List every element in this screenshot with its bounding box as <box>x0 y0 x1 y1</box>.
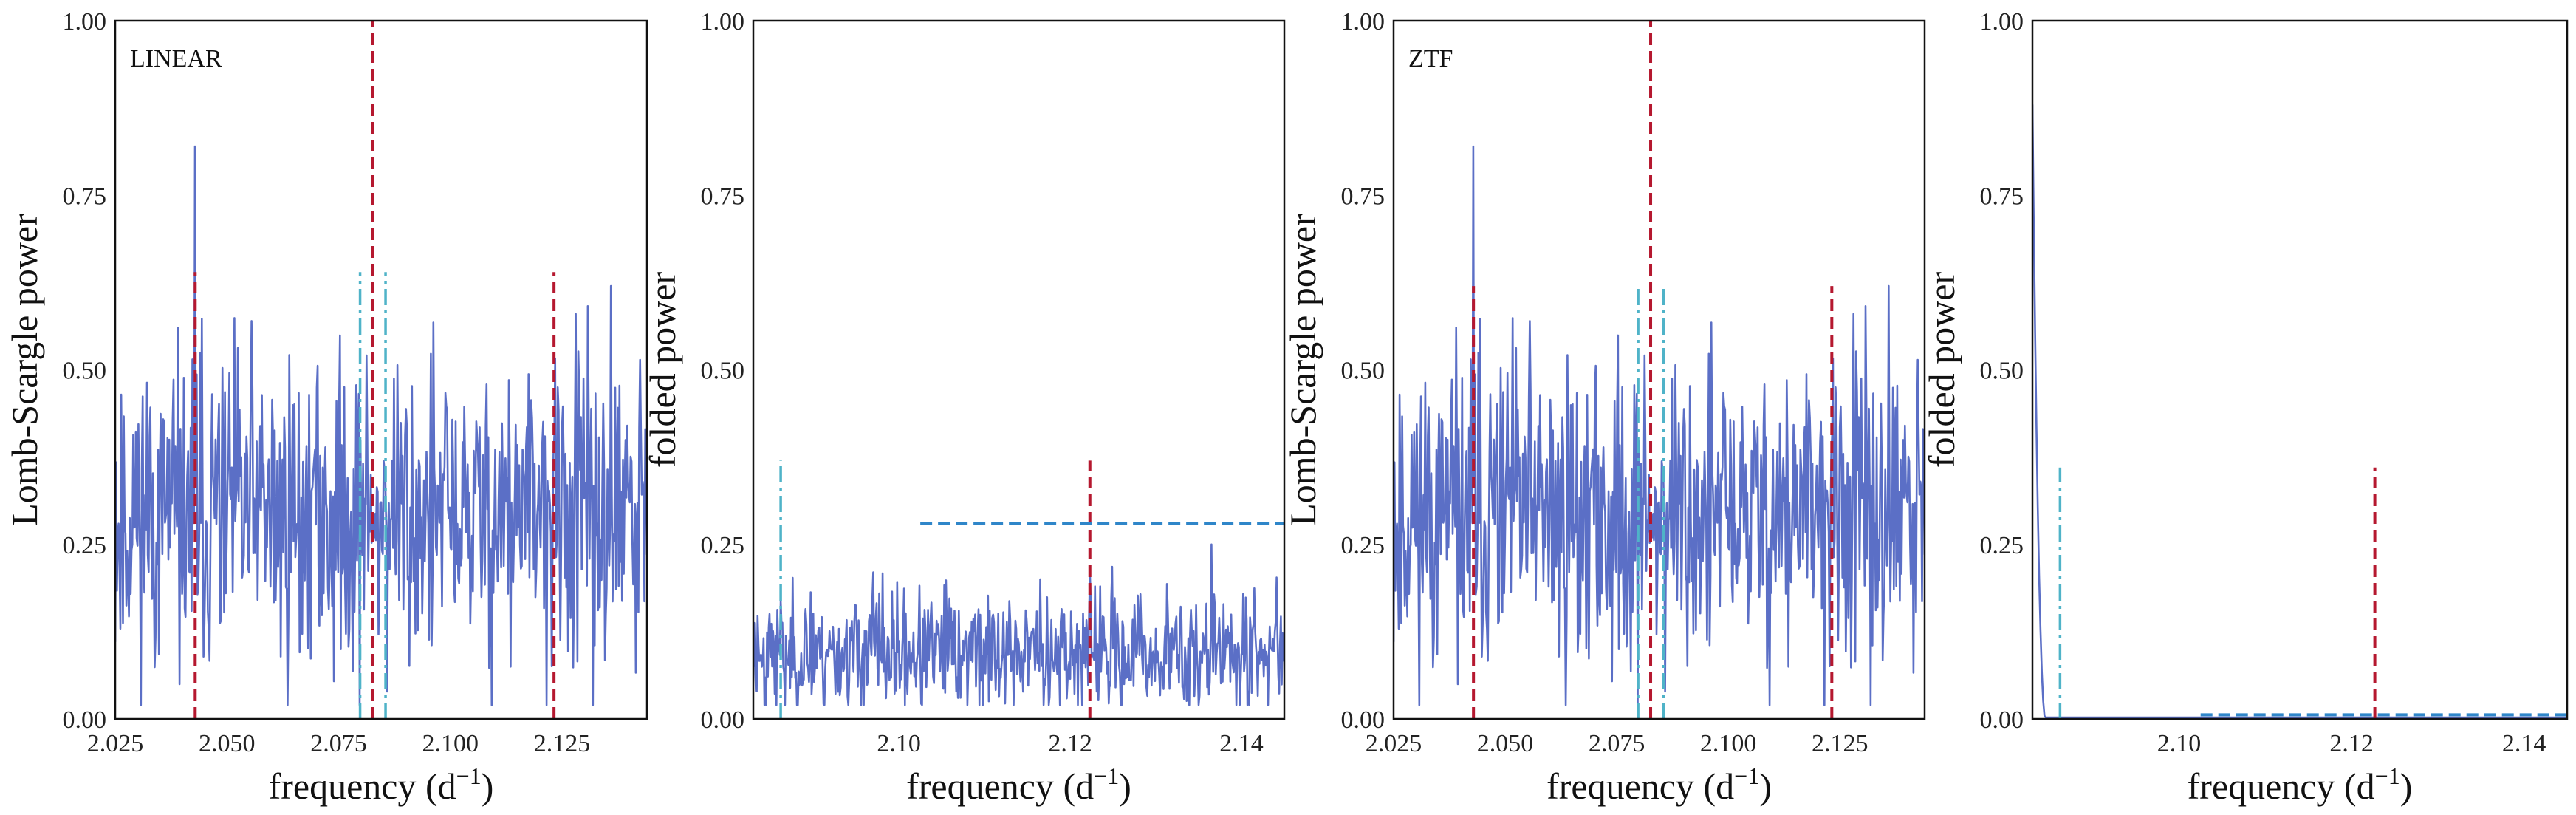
y-tick-label: 0.25 <box>1980 532 2024 559</box>
axes-frame <box>1392 19 1926 720</box>
y-tick-label: 0.50 <box>1341 358 1385 385</box>
power-series-line <box>2032 104 2567 719</box>
x-tick-label: 2.125 <box>534 730 591 757</box>
y-tick-label: 0.50 <box>63 358 107 385</box>
x-tick-label: 2.100 <box>422 730 479 757</box>
power-series-line <box>115 145 647 706</box>
y-tick-label: 0.25 <box>701 532 745 559</box>
panel-label: LINEAR <box>130 45 222 72</box>
y-tick-label: 0.75 <box>1341 183 1385 210</box>
x-tick-label: 2.10 <box>877 730 921 757</box>
x-axis-label: frequency (d−1) <box>906 763 1131 807</box>
y-tick-label: 1.00 <box>63 8 107 35</box>
power-series-line <box>753 543 1284 706</box>
y-tick-label: 0.75 <box>701 183 745 210</box>
y-tick-label: 0.50 <box>1980 358 2024 385</box>
y-axis-label: folded power <box>642 272 683 468</box>
y-tick-label: 0.75 <box>63 183 107 210</box>
x-axis-label: frequency (d−1) <box>1546 763 1772 807</box>
power-series-line <box>1394 145 1925 706</box>
y-tick-label: 0.25 <box>1341 532 1385 559</box>
y-tick-label: 0.00 <box>701 706 745 734</box>
axes-frame <box>2031 19 2569 720</box>
axes-frame <box>752 19 1286 720</box>
y-tick-label: 0.00 <box>63 706 107 734</box>
y-tick-label: 0.25 <box>63 532 107 559</box>
y-axis-label: folded power <box>1921 272 1962 468</box>
y-tick-label: 1.00 <box>1980 8 2024 35</box>
panel-2: 0.00 0.25 0.50 0.75 1.00 2.10 2.12 2.14 frequenc… <box>642 8 1286 807</box>
panel-1: 0.00 0.25 0.50 0.75 1.00 2.025 2.050 2.075 2.100… <box>4 8 648 807</box>
y-axis-label: Lomb-Scargle power <box>4 214 45 526</box>
y-tick-label: 0.00 <box>1341 706 1385 734</box>
x-axis-label: frequency (d−1) <box>2188 763 2413 807</box>
y-tick-label: 1.00 <box>701 8 745 35</box>
x-tick-label: 2.100 <box>1700 730 1757 757</box>
x-tick-label: 2.10 <box>2157 730 2202 757</box>
x-tick-label: 2.025 <box>87 730 144 757</box>
y-tick-label: 1.00 <box>1341 8 1385 35</box>
panel-4: 0.00 0.25 0.50 0.75 1.00 2.10 2.12 2.14 frequenc… <box>1921 8 2569 807</box>
x-tick-label: 2.12 <box>1048 730 1092 757</box>
x-tick-label: 2.125 <box>1812 730 1868 757</box>
x-tick-label: 2.025 <box>1366 730 1422 757</box>
panel-label: ZTF <box>1408 45 1453 72</box>
x-tick-label: 2.050 <box>1477 730 1534 757</box>
x-tick-label: 2.14 <box>1219 730 1264 757</box>
x-tick-label: 2.12 <box>2329 730 2374 757</box>
y-tick-label: 0.00 <box>1980 706 2024 734</box>
x-axis-label: frequency (d−1) <box>269 763 494 807</box>
x-tick-label: 2.050 <box>199 730 256 757</box>
y-tick-label: 0.75 <box>1980 183 2024 210</box>
y-tick-label: 0.50 <box>701 358 745 385</box>
y-axis-label: Lomb-Scargle power <box>1282 214 1323 526</box>
x-tick-label: 2.075 <box>1589 730 1645 757</box>
x-tick-label: 2.14 <box>2502 730 2546 757</box>
axes-frame <box>114 19 648 720</box>
panel-3: 0.00 0.25 0.50 0.75 1.00 2.025 2.050 2.075 2.100… <box>1282 8 1926 807</box>
x-tick-label: 2.075 <box>310 730 367 757</box>
